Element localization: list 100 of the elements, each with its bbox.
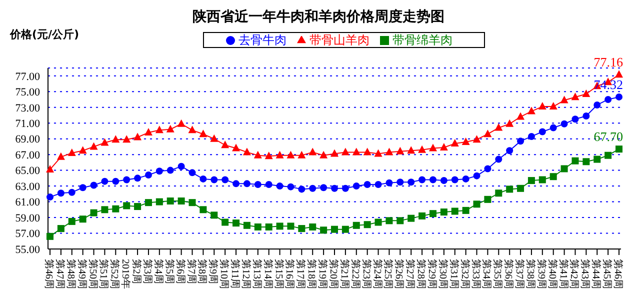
point [100,138,109,146]
point [506,186,514,193]
x-tick-label: 第46周 [43,259,55,289]
x-tick-label: 第6周 [174,259,186,284]
point [550,124,557,132]
point [451,208,458,215]
point [517,138,524,145]
point [374,149,382,157]
point [331,184,338,192]
y-tick-label: 55.00 [15,244,40,256]
point [265,223,272,230]
point [473,172,480,180]
point [484,165,492,172]
point [352,148,360,156]
x-tick-label: 第12周 [240,259,252,289]
point [222,176,229,184]
point [46,194,54,201]
point [210,176,218,184]
legend-label: 去骨牛肉 [238,33,286,47]
point [134,203,142,210]
x-tick-label: 第47周 [54,259,66,289]
point [144,172,152,179]
point [134,132,142,140]
x-tick-label: 第36周 [502,259,515,289]
x-tick-label: 第4周 [152,259,164,284]
point [472,135,481,143]
x-tick-label: 第43周 [579,259,592,289]
point [330,149,338,157]
point [232,144,240,152]
x-tick-label: 第11周 [229,259,242,289]
point [386,217,393,224]
point [408,178,415,186]
x-tick-label: 第5周 [163,259,176,284]
point [134,174,142,182]
point [418,145,426,153]
x-tick-label: 第22周 [349,259,362,289]
x-tick-label: 第37周 [514,259,526,289]
x-tick-label: 第44周 [590,259,602,289]
point [79,184,86,192]
point [309,184,316,192]
point [582,112,590,120]
point [221,140,230,148]
point [178,197,185,204]
point [364,180,371,188]
point [538,128,546,136]
point [582,158,590,166]
x-tick-label: 第50周 [86,259,99,289]
point [342,226,349,233]
point [178,162,185,170]
data-label: 67.70 [594,129,623,144]
point [265,180,272,188]
point [450,139,459,147]
x-tick-label: 第18周 [306,259,318,289]
point [484,196,492,203]
point [331,226,338,233]
y-tick-label: 75.00 [15,86,40,99]
x-tick-label: 第14周 [262,259,274,289]
point [112,135,120,143]
point [298,225,306,232]
point [68,218,76,225]
point [210,134,218,142]
point [286,150,295,158]
point [528,132,535,140]
y-tick-label: 65.00 [15,165,40,178]
point [418,212,426,220]
x-tick-label: 第29周 [426,259,438,289]
x-tick-label: 第45周 [601,259,614,289]
point [429,176,436,184]
x-tick-label: 第25周 [382,259,394,289]
point [594,156,601,163]
point [144,199,152,206]
x-tick-label: 第46周 [612,259,624,289]
point [616,146,622,153]
point [276,222,284,230]
point [517,184,524,192]
point [242,148,251,156]
point [101,178,108,185]
point [440,208,448,216]
point [320,184,328,192]
point [451,176,458,184]
point [90,209,98,216]
x-tick-label: 第7周 [185,259,198,284]
point [440,177,448,184]
x-tick-label: 第38周 [524,259,536,289]
point [79,216,86,223]
point [418,176,426,184]
point [538,176,546,184]
x-tick-label: 第48周 [64,259,77,289]
point [123,202,130,210]
x-tick-label: 第9周 [207,259,220,284]
x-tick-label: 第26周 [393,259,406,289]
point [528,177,535,184]
point [560,120,568,128]
point [123,176,130,184]
point [57,190,64,197]
y-axis-title: 价格(元/公斤) [10,27,80,42]
x-tick-label: 第52周 [108,259,121,289]
point [57,225,64,232]
y-tick-label: 77.00 [15,70,40,83]
point [407,146,416,154]
